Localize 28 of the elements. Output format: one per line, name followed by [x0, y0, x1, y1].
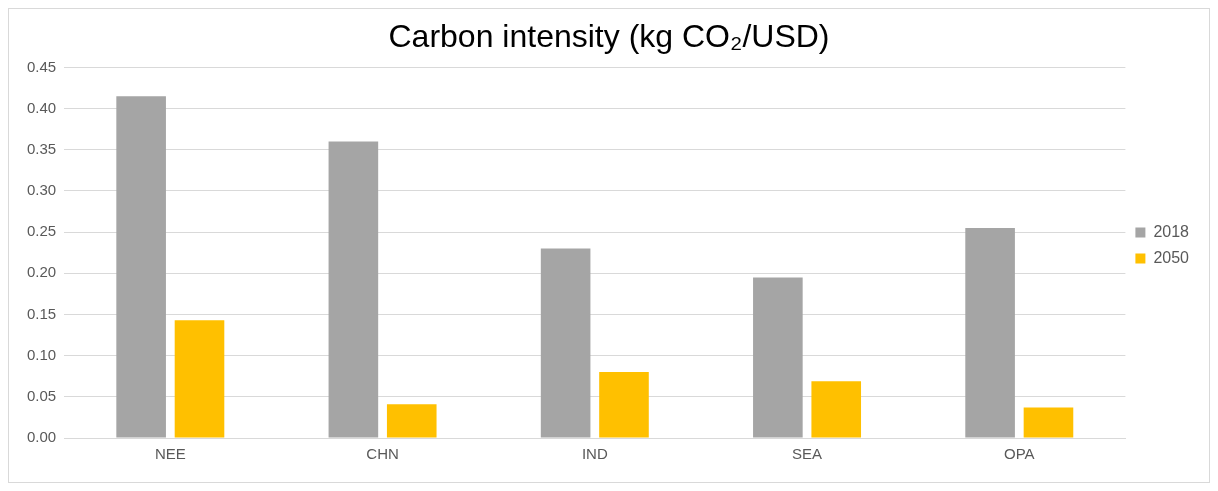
x-tick-label: NEE	[154, 445, 186, 463]
bar	[540, 248, 591, 438]
x-tick-label: CHN	[366, 445, 399, 463]
chart-title: Carbon intensity (kg CO₂/USD)	[388, 18, 830, 55]
bar	[116, 96, 166, 438]
y-tick-label: 0.00	[26, 428, 57, 446]
y-tick-label: 0.15	[26, 304, 57, 322]
bar	[1023, 407, 1074, 438]
bar	[811, 381, 862, 438]
x-tick-label: IND	[581, 445, 608, 463]
y-tick-label: 0.45	[26, 57, 57, 75]
y-tick-label: 0.30	[26, 181, 57, 199]
bar	[174, 320, 225, 438]
y-tick-label: 0.35	[26, 139, 57, 157]
legend-label: 2018	[1153, 222, 1190, 240]
y-tick-label: 0.40	[26, 98, 57, 116]
x-tick-label: OPA	[1004, 445, 1035, 463]
y-tick-label: 0.25	[26, 222, 57, 240]
bar	[599, 372, 649, 438]
bar	[328, 141, 379, 438]
bar	[386, 404, 437, 438]
y-tick-label: 0.05	[26, 386, 57, 404]
bar	[753, 277, 803, 438]
x-tick-label: SEA	[792, 445, 823, 463]
bar	[965, 227, 1015, 438]
legend-label: 2050	[1153, 248, 1190, 266]
y-tick-label: 0.20	[26, 263, 57, 281]
y-tick-label: 0.10	[26, 345, 57, 363]
